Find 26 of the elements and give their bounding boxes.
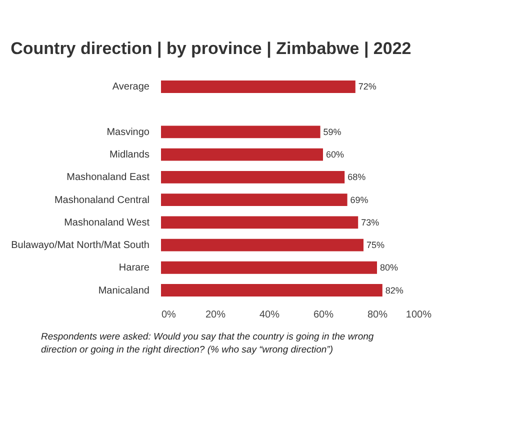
x-tick-label: 80% (367, 310, 388, 320)
y-tick-label: Average (112, 82, 150, 93)
data-label: 72% (358, 82, 376, 92)
x-tick-label: 20% (205, 310, 226, 320)
data-label: 68% (348, 172, 366, 182)
data-label: 80% (380, 262, 398, 273)
data-label: 60% (326, 150, 344, 160)
chart-title: Country direction | by province | Zimbabwe | 2022 (10, 39, 412, 58)
y-tick-label: Masvingo (106, 126, 150, 138)
data-label: 59% (323, 126, 342, 137)
data-label: 75% (366, 240, 385, 250)
x-tick-label: 60% (313, 310, 334, 320)
x-tick-label: 40% (259, 310, 280, 320)
y-tick-label: Midlands (109, 150, 150, 161)
y-tick-label: Mashonaland West (64, 217, 150, 228)
y-tick-label: Harare (118, 262, 150, 274)
y-tick-label: Mashonaland Central (54, 194, 150, 206)
data-label: 82% (385, 285, 404, 296)
x-tick-label: 100% (406, 310, 432, 320)
data-label: 69% (350, 194, 368, 205)
data-label: 73% (361, 217, 380, 228)
y-tick-label: Bulawayo/Mat North/Mat South (11, 240, 150, 252)
y-tick-label: Mashonaland East (66, 172, 150, 184)
text: Respondents were asked: Would you say that the country is going in the wrong direction or going in the right direction? (% who say “wrong direction”) (41, 332, 374, 356)
x-tick-label: 0% (162, 310, 176, 320)
y-tick-label: Manicaland (98, 285, 150, 296)
